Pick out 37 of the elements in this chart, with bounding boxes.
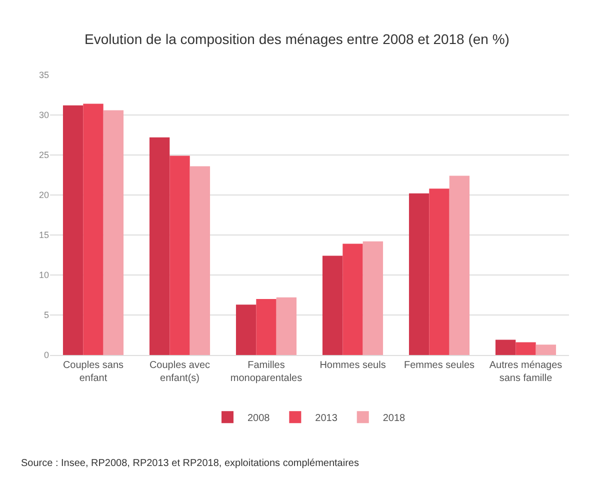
bar [536,344,556,355]
x-tick-label: Familles monoparentales [230,360,302,384]
legend-label: 2013 [315,413,338,424]
x-tick-label: Couples avec enfant(s) [149,360,210,384]
bar [236,304,256,355]
bar [170,156,190,355]
bar [276,297,297,355]
bar [256,299,276,355]
y-tick-label: 0 [44,350,49,360]
bar [449,176,470,355]
source-note: Source : Insee, RP2008, RP2013 et RP2018, exploitations complémentaires [21,458,359,469]
bar [149,137,170,355]
bar [62,105,84,355]
bar [495,340,516,355]
bar [322,256,343,355]
y-tick-label: 10 [38,270,49,280]
y-tick-label: 30 [38,110,49,120]
x-tick-label: Couples sans enfant [62,360,124,384]
legend-label: 2008 [248,413,270,424]
y-tick-label: 5 [44,310,49,320]
y-tick-label: 15 [38,230,49,240]
y-tick-label: 35 [38,70,49,80]
bar [408,193,430,355]
bar [342,244,363,355]
bar [429,188,450,355]
x-tick-label: Autres ménages sans famille [489,360,562,384]
legend-label: 2018 [382,413,406,424]
x-tick-label: Femmes seules [404,360,475,371]
chart-title: Evolution de la composition des ménages entre 2008 et 2018 (en %) [84,30,510,47]
y-tick-label: 20 [38,190,49,200]
y-tick-label: 25 [38,150,49,160]
bar [190,166,210,355]
bar [103,110,124,355]
bar [362,241,384,355]
x-tick-label: Hommes seuls [320,360,386,371]
bar [516,342,536,355]
bar [83,104,104,355]
